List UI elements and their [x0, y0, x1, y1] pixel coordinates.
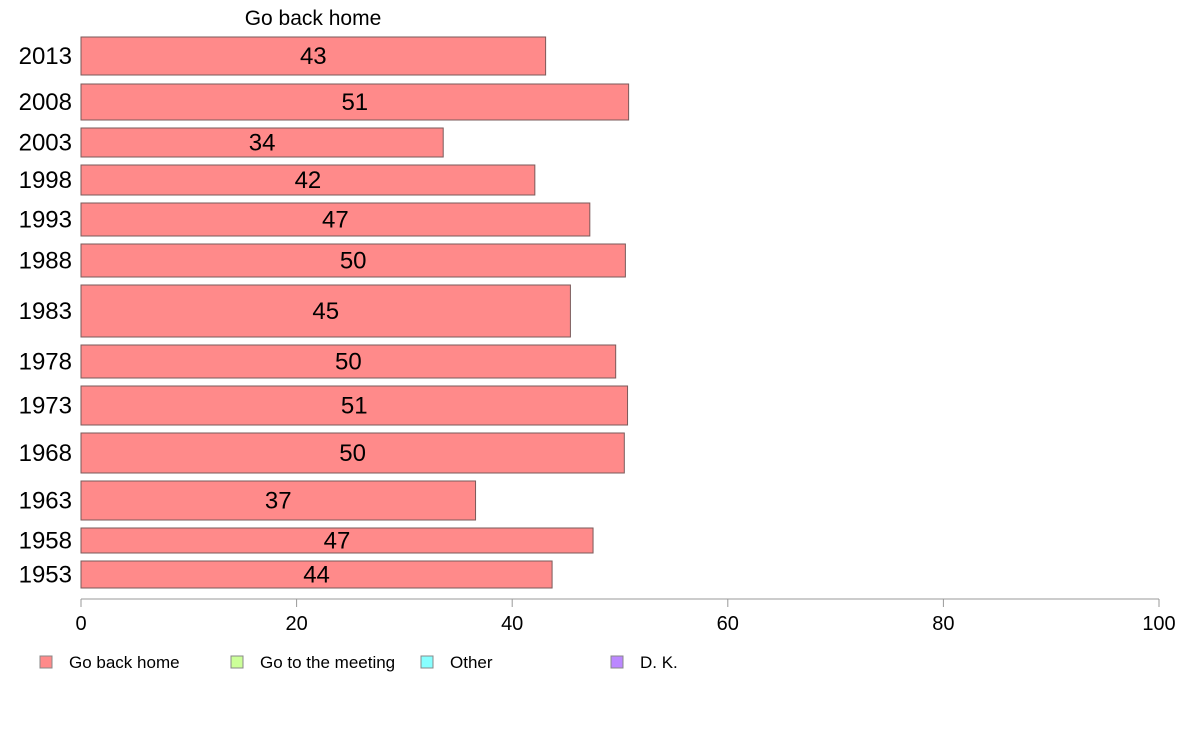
x-tick-label-20: 20 — [285, 613, 307, 635]
legend-item-3: D. K. — [610, 653, 678, 672]
legend-swatch-3 — [610, 655, 624, 669]
value-label-1973: 51 — [341, 393, 368, 420]
legend-swatch-2 — [420, 655, 434, 669]
x-tick-label-0: 0 — [75, 613, 86, 635]
bar-1993 — [80, 202, 591, 237]
bar-1978 — [80, 344, 617, 379]
category-label-1958: 1958 — [19, 528, 72, 555]
legend-item-1: Go to the meeting — [230, 653, 395, 672]
legend-item-0: Go back home — [39, 653, 180, 672]
legend-label-2: Other — [450, 653, 493, 672]
bar-1953 — [80, 560, 553, 589]
value-label-1953: 44 — [303, 562, 330, 589]
bar-1963 — [80, 480, 477, 521]
legend-label-0: Go back home — [69, 653, 180, 672]
category-label-1968: 1968 — [19, 440, 72, 467]
bar-1968 — [80, 432, 625, 474]
value-label-1963: 37 — [265, 488, 292, 515]
bars-layer: 2013 43 2008 51 2003 34 1998 42 1993 47 1988 50 1983… — [19, 36, 630, 589]
category-label-2008: 2008 — [19, 89, 72, 116]
bar-1988 — [80, 243, 626, 278]
value-label-1983: 45 — [312, 298, 339, 325]
value-label-1998: 42 — [295, 167, 322, 194]
category-label-1988: 1988 — [19, 248, 72, 275]
bar-1983 — [80, 284, 571, 338]
bar-2013 — [80, 36, 547, 76]
bar-1958 — [80, 527, 594, 554]
legend-item-2: Other — [420, 653, 493, 672]
value-label-2003: 34 — [249, 130, 276, 157]
category-label-1963: 1963 — [19, 488, 72, 515]
value-label-1968: 50 — [339, 440, 366, 467]
legend-label-1: Go to the meeting — [260, 653, 395, 672]
category-label-1978: 1978 — [19, 349, 72, 376]
value-label-1993: 47 — [322, 207, 349, 234]
x-tick-label-80: 80 — [932, 613, 954, 635]
x-tick-label-60: 60 — [717, 613, 739, 635]
category-label-2003: 2003 — [19, 130, 72, 157]
category-label-1993: 1993 — [19, 207, 72, 234]
category-label-1953: 1953 — [19, 562, 72, 589]
category-label-1973: 1973 — [19, 393, 72, 420]
bar-2003 — [80, 127, 444, 158]
bar-2008 — [80, 83, 630, 121]
category-label-1983: 1983 — [19, 298, 72, 325]
category-label-2013: 2013 — [19, 43, 72, 70]
legend-label-3: D. K. — [640, 653, 678, 672]
value-label-1988: 50 — [340, 248, 367, 275]
x-tick-label-100: 100 — [1142, 613, 1175, 635]
value-label-1978: 50 — [335, 349, 362, 376]
legend: Go back home Go to the meeting Other D. K. — [39, 653, 678, 672]
x-axis: 0 20 40 60 80 100 — [75, 598, 1176, 635]
value-label-1958: 47 — [324, 528, 351, 555]
bar-1998 — [80, 164, 536, 196]
bar-1973 — [80, 385, 629, 426]
value-label-2008: 51 — [341, 89, 368, 116]
x-tick-label-40: 40 — [501, 613, 523, 635]
legend-swatch-0 — [39, 655, 53, 669]
category-label-1998: 1998 — [19, 167, 72, 194]
chart-title: Go back home — [245, 7, 382, 30]
legend-swatch-1 — [230, 655, 244, 669]
value-label-2013: 43 — [300, 43, 327, 70]
